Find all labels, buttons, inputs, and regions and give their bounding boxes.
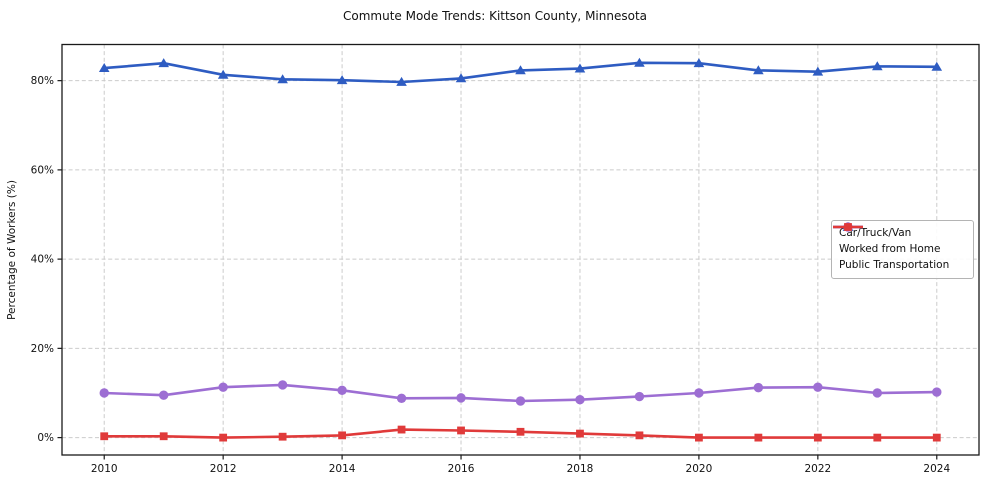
y-axis-label: Percentage of Workers (%) bbox=[6, 180, 18, 320]
marker-worked-from-home bbox=[932, 387, 942, 397]
plot-frame bbox=[61, 43, 980, 456]
marker-worked-from-home bbox=[337, 385, 347, 396]
x-tick-label: 2010 bbox=[91, 463, 118, 475]
y-tick-label: 20% bbox=[31, 343, 54, 355]
axis-layer: 0% 20% 40% 60% 80% 2010 2012 2014 2016 2018 2020 20… bbox=[31, 43, 980, 475]
marker-worked-from-home bbox=[158, 390, 169, 400]
marker-public-transportation bbox=[397, 425, 406, 434]
marker-public-transportation bbox=[754, 433, 763, 442]
marker-worked-from-home bbox=[694, 388, 704, 398]
marker-public-transportation bbox=[159, 432, 168, 441]
marker-public-transportation bbox=[278, 432, 287, 441]
marker-worked-from-home bbox=[753, 382, 764, 393]
legend: Car/Truck/Van Worked from Home Public Tran… bbox=[831, 220, 974, 279]
marker-public-transportation bbox=[813, 433, 822, 442]
legend-label: Public Transportation bbox=[839, 259, 950, 271]
legend-item: Worked from Home bbox=[833, 222, 965, 256]
marker-worked-from-home bbox=[515, 396, 526, 406]
legend-square-marker-icon bbox=[833, 223, 863, 231]
marker-car-truck-van bbox=[98, 63, 110, 73]
marker-car-truck-van bbox=[336, 75, 348, 85]
marker-worked-from-home bbox=[218, 382, 228, 392]
x-tick-label: 2024 bbox=[923, 463, 950, 475]
marker-public-transportation bbox=[635, 431, 644, 440]
marker-public-transportation bbox=[932, 433, 941, 442]
x-tick-label: 2018 bbox=[567, 463, 594, 475]
marker-worked-from-home bbox=[99, 388, 109, 398]
marker-worked-from-home bbox=[634, 391, 645, 402]
marker-public-transportation bbox=[100, 432, 109, 441]
marker-public-transportation bbox=[516, 427, 525, 436]
y-tick-label: 0% bbox=[37, 432, 54, 444]
y-tick-label: 60% bbox=[31, 164, 54, 176]
chart-title: Commute Mode Trends: Kittson County, Min… bbox=[343, 9, 647, 23]
marker-car-truck-van bbox=[931, 61, 943, 71]
marker-public-transportation bbox=[695, 433, 703, 442]
marker-car-truck-van bbox=[158, 58, 169, 68]
legend-label: Car/Truck/Van bbox=[839, 227, 912, 239]
marker-car-truck-van bbox=[396, 76, 407, 86]
marker-car-truck-van bbox=[277, 74, 288, 84]
marker-car-truck-van bbox=[812, 66, 824, 76]
x-tick-label: 2016 bbox=[448, 463, 475, 475]
marker-car-truck-van bbox=[693, 58, 705, 68]
marker-public-transportation bbox=[873, 433, 882, 442]
marker-worked-from-home bbox=[277, 380, 288, 390]
marker-worked-from-home bbox=[575, 394, 585, 405]
marker-worked-from-home bbox=[396, 393, 407, 404]
x-tick-label: 2020 bbox=[686, 463, 713, 475]
marker-car-truck-van bbox=[634, 57, 645, 67]
marker-car-truck-van bbox=[455, 73, 467, 83]
marker-public-transportation bbox=[219, 433, 228, 442]
x-tick-label: 2012 bbox=[210, 463, 237, 475]
marker-worked-from-home bbox=[872, 388, 883, 398]
x-tick-label: 2022 bbox=[804, 463, 831, 475]
marker-car-truck-van bbox=[574, 63, 586, 73]
marker-public-transportation bbox=[338, 431, 346, 440]
marker-public-transportation bbox=[576, 429, 584, 438]
legend-item: Public Transportation bbox=[833, 223, 965, 272]
y-tick-label: 80% bbox=[31, 75, 54, 87]
legend-marker-sample bbox=[844, 223, 852, 231]
marker-car-truck-van bbox=[515, 65, 526, 75]
marker-car-truck-van bbox=[217, 69, 229, 79]
marker-car-truck-van bbox=[872, 61, 883, 71]
marker-public-transportation bbox=[457, 426, 465, 435]
marker-car-truck-van bbox=[753, 65, 764, 75]
marker-worked-from-home bbox=[456, 393, 466, 403]
marker-worked-from-home bbox=[813, 382, 823, 392]
x-tick-label: 2014 bbox=[329, 463, 356, 475]
series-layer bbox=[98, 57, 943, 442]
y-tick-label: 40% bbox=[31, 254, 54, 266]
legend-label: Worked from Home bbox=[839, 243, 941, 255]
